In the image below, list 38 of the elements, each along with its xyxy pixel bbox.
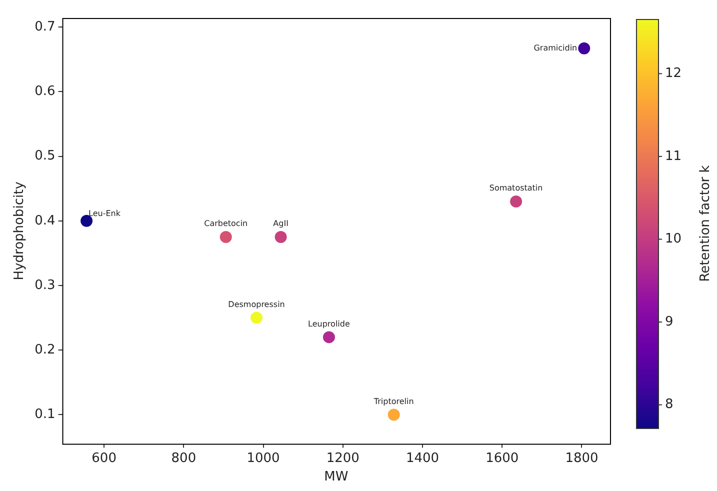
color-bar-label: 11 <box>665 148 682 164</box>
x-tick-label: 1600 <box>486 450 519 466</box>
annotation: Desmopressin <box>228 300 285 309</box>
y-tick-label: 0.6 <box>34 84 56 100</box>
y-tick-label: 0.4 <box>34 213 56 228</box>
color-bar-title: Retention factor k <box>698 164 713 282</box>
x-axis-title: MW <box>324 470 348 485</box>
point <box>388 408 400 421</box>
x-tick-label: 1000 <box>246 450 280 466</box>
annotation: Carbetocin <box>204 219 248 228</box>
y-tick-label: 0.7 <box>34 19 56 34</box>
y-tick-label: 0.3 <box>34 278 56 293</box>
x-tick-label: 800 <box>171 450 196 466</box>
y-tick-label: 0.2 <box>34 342 56 358</box>
x-tick-label: 1400 <box>406 450 440 466</box>
point <box>220 231 232 244</box>
point <box>250 312 263 324</box>
color-bar-label: 12 <box>665 66 682 82</box>
annotation: Leuprolide <box>308 319 350 328</box>
annotation: Leu-Enk <box>88 208 121 218</box>
x-tick-label: 1800 <box>565 450 598 466</box>
x-tick-label: 1200 <box>326 450 360 466</box>
annotation: AgII <box>273 219 288 228</box>
y-tick-label: 0.5 <box>34 148 56 164</box>
color-bar-label: 8 <box>665 397 674 412</box>
point <box>578 42 590 54</box>
point <box>80 214 93 227</box>
annotation: Somatostatin <box>489 184 543 193</box>
point <box>510 196 522 208</box>
x-tick-label: 600 <box>92 450 116 466</box>
color-bar-label: 9 <box>665 314 674 330</box>
point <box>322 331 335 344</box>
annotation: Gramicidin <box>534 43 578 52</box>
annotation: Triptorelin <box>372 396 414 406</box>
color-bar-label: 10 <box>665 232 682 247</box>
y-tick-label: 0.1 <box>34 407 56 422</box>
y-axis-title: Hydrophobicity <box>12 181 28 280</box>
point <box>274 231 287 244</box>
